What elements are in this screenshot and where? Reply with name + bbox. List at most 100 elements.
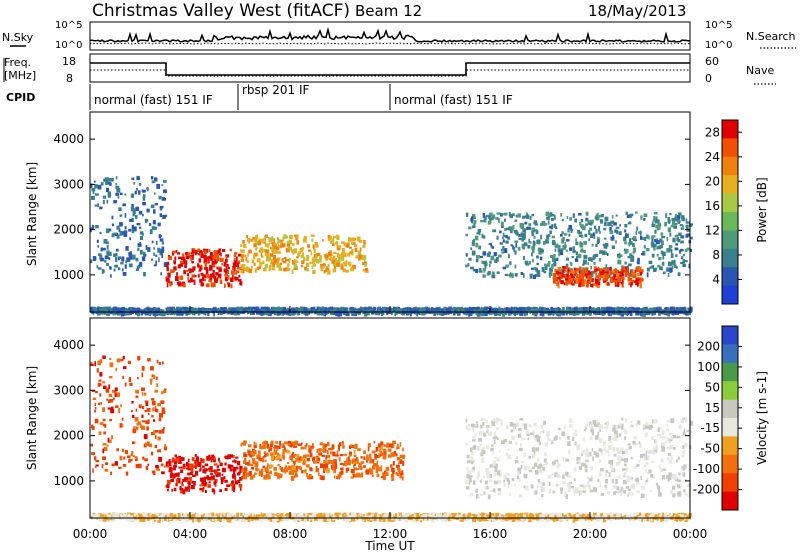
- heatmap-cell: [566, 273, 569, 277]
- heatmap-cell: [490, 513, 495, 518]
- heatmap-cell: [271, 306, 276, 311]
- heatmap-cell: [303, 256, 305, 262]
- heatmap-cell: [395, 307, 398, 312]
- heatmap-cell: [282, 236, 285, 242]
- heatmap-cell: [465, 212, 469, 217]
- heatmap-cell: [632, 275, 637, 278]
- heatmap-cell: [495, 217, 499, 220]
- heatmap-cell: [641, 253, 645, 256]
- heatmap-cell: [113, 306, 118, 310]
- heatmap-cell: [281, 243, 286, 248]
- heatmap-cell: [583, 254, 588, 260]
- heatmap-cell: [406, 513, 410, 517]
- heatmap-cell: [474, 517, 478, 521]
- heatmap-cell: [214, 259, 218, 264]
- heatmap-cell: [119, 515, 121, 520]
- heatmap-cell: [571, 256, 574, 259]
- heatmap-cell: [478, 308, 482, 313]
- heatmap-cell: [591, 513, 595, 516]
- heatmap-cell: [510, 244, 513, 247]
- heatmap-cell: [478, 245, 482, 250]
- heatmap-cell: [552, 240, 556, 245]
- heatmap-cell: [534, 274, 538, 277]
- heatmap-cell: [104, 308, 109, 312]
- heatmap-cell: [304, 517, 307, 522]
- heatmap-cell: [272, 517, 275, 523]
- heatmap-cell: [159, 238, 164, 242]
- heatmap-cell: [248, 306, 250, 310]
- heatmap-cell: [246, 513, 251, 516]
- heatmap-cell: [354, 247, 358, 252]
- heatmap-cell: [555, 308, 557, 311]
- heatmap-cell: [617, 253, 620, 257]
- heatmap-cell: [172, 307, 175, 312]
- heatmap-cell: [259, 262, 263, 265]
- heatmap-cell: [342, 516, 345, 522]
- heatmap-cell: [684, 311, 688, 316]
- heatmap-cell: [182, 282, 186, 288]
- heatmap-cell: [563, 274, 567, 279]
- colorbar-segment: [722, 120, 738, 139]
- heatmap-cell: [179, 275, 184, 280]
- heatmap-cell: [238, 253, 242, 257]
- heatmap-cell: [451, 516, 455, 519]
- heatmap-cell: [553, 307, 557, 311]
- heatmap-cell: [400, 310, 403, 315]
- heatmap-cell: [668, 245, 673, 249]
- heatmap-cell: [326, 266, 328, 269]
- heatmap-cell: [453, 308, 457, 313]
- heatmap-cell: [421, 307, 426, 312]
- heatmap-cell: [531, 252, 533, 257]
- heatmap-cell: [588, 257, 592, 262]
- heatmap-cell: [596, 311, 601, 315]
- heatmap-cell: [185, 260, 188, 265]
- heatmap-cell: [113, 232, 117, 235]
- heatmap-cell: [574, 278, 578, 283]
- heatmap-cell: [255, 517, 258, 521]
- heatmap-cell: [551, 257, 555, 262]
- heatmap-cell: [639, 269, 644, 272]
- heatmap-cell: [531, 231, 534, 237]
- heatmap-cell: [181, 311, 184, 316]
- heatmap-cell: [417, 309, 419, 314]
- heatmap-cell: [191, 513, 196, 518]
- heatmap-cell: [591, 243, 594, 247]
- heatmap-cell: [341, 258, 345, 261]
- heatmap-cell: [587, 271, 592, 277]
- heatmap-cell: [131, 224, 134, 230]
- heatmap-cell: [299, 248, 303, 252]
- heatmap-cell: [180, 308, 182, 311]
- heatmap-cell: [503, 212, 508, 216]
- heatmap-cell: [510, 229, 513, 234]
- heatmap-cell: [146, 186, 149, 192]
- heatmap-cell: [517, 246, 521, 251]
- heatmap-cell: [512, 213, 515, 217]
- heatmap-cell: [382, 517, 386, 523]
- heatmap-cell: [522, 215, 526, 219]
- heatmap-cell: [612, 276, 616, 281]
- heatmap-cell: [676, 215, 681, 219]
- heatmap-cell: [183, 269, 186, 275]
- heatmap-cell: [667, 227, 672, 233]
- heatmap-cell: [252, 513, 255, 517]
- heatmap-cell: [227, 283, 231, 288]
- heatmap-cell: [668, 219, 671, 223]
- heatmap-cell: [473, 309, 478, 312]
- heatmap-cell: [364, 517, 367, 523]
- heatmap-cell: [514, 311, 516, 317]
- heatmap-cell: [534, 223, 539, 226]
- heatmap-cell: [94, 193, 99, 196]
- heatmap-cell: [152, 311, 155, 316]
- heatmap-cell: [606, 273, 608, 278]
- colorbar-tick-label: 8: [712, 248, 720, 262]
- heatmap-cell: [326, 270, 331, 275]
- heatmap-cell: [639, 283, 642, 289]
- heatmap-cell: [533, 221, 538, 225]
- heatmap-cell: [582, 517, 585, 521]
- heatmap-cell: [525, 214, 530, 219]
- heatmap-cell: [585, 219, 589, 222]
- heatmap-cell: [329, 236, 332, 241]
- heatmap-cell: [582, 306, 586, 312]
- heatmap-cell: [345, 269, 349, 273]
- heatmap-cell: [404, 517, 408, 523]
